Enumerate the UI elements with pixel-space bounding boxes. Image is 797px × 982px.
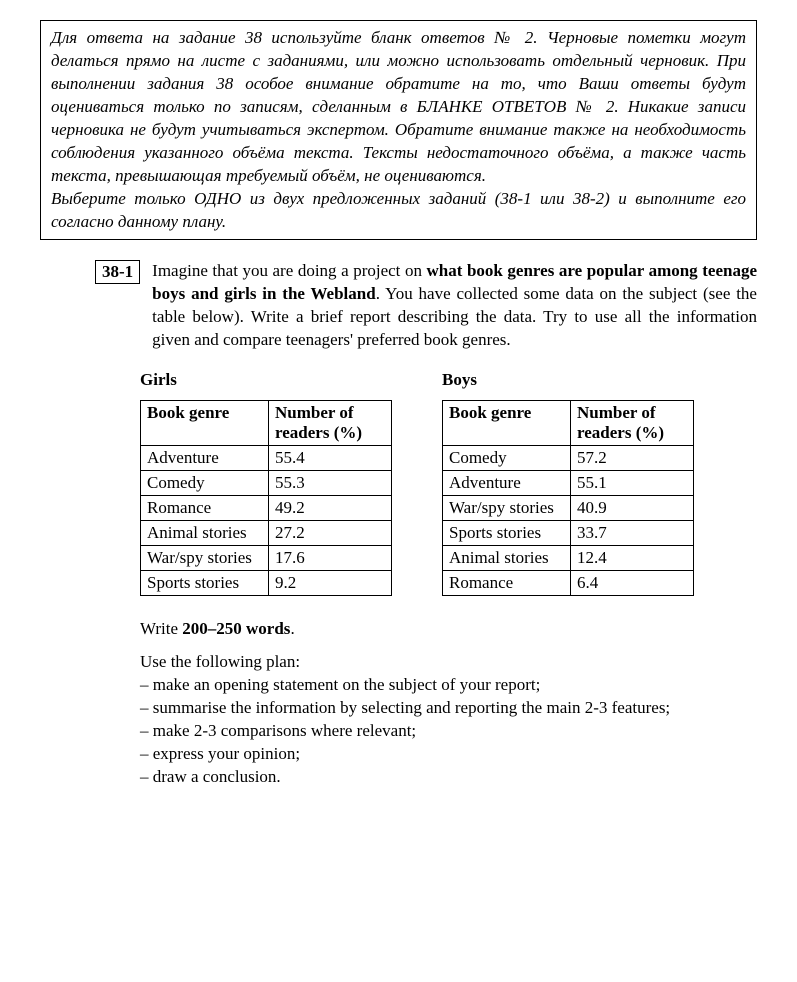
cell-val: 9.2 bbox=[269, 571, 392, 596]
boys-block: Boys Book genre Number of readers (%) Co… bbox=[442, 370, 694, 596]
cell-val: 55.4 bbox=[269, 446, 392, 471]
boys-table: Book genre Number of readers (%) Comedy5… bbox=[442, 400, 694, 596]
table-header-row: Book genre Number of readers (%) bbox=[443, 401, 694, 446]
table-row: Animal stories27.2 bbox=[141, 521, 392, 546]
girls-title: Girls bbox=[140, 370, 392, 390]
table-header-row: Book genre Number of readers (%) bbox=[141, 401, 392, 446]
table-row: Sports stories9.2 bbox=[141, 571, 392, 596]
task-lead: Imagine that you are doing a project on bbox=[152, 261, 426, 280]
col-num-l1: Number of bbox=[577, 403, 656, 422]
cell-genre: Adventure bbox=[443, 471, 571, 496]
plan-item: – express your opinion; bbox=[140, 743, 757, 766]
write-bold: 200–250 words bbox=[182, 619, 290, 638]
col-num-header: Number of readers (%) bbox=[571, 401, 694, 446]
cell-val: 33.7 bbox=[571, 521, 694, 546]
cell-genre: Adventure bbox=[141, 446, 269, 471]
girls-block: Girls Book genre Number of readers (%) A… bbox=[140, 370, 392, 596]
cell-val: 49.2 bbox=[269, 496, 392, 521]
cell-val: 6.4 bbox=[571, 571, 694, 596]
cell-genre: Comedy bbox=[443, 446, 571, 471]
plan-block: Use the following plan: – make an openin… bbox=[140, 651, 757, 789]
task-row: 38-1 Imagine that you are doing a projec… bbox=[95, 260, 757, 352]
cell-genre: Animal stories bbox=[141, 521, 269, 546]
plan-item: – make 2-3 comparisons where relevant; bbox=[140, 720, 757, 743]
after-tables: Write 200–250 words. Use the following p… bbox=[140, 618, 757, 789]
table-row: Animal stories12.4 bbox=[443, 546, 694, 571]
cell-genre: War/spy stories bbox=[141, 546, 269, 571]
boys-title: Boys bbox=[442, 370, 694, 390]
task-text: Imagine that you are doing a project on … bbox=[152, 260, 757, 352]
cell-genre: Animal stories bbox=[443, 546, 571, 571]
girls-table: Book genre Number of readers (%) Adventu… bbox=[140, 400, 392, 596]
write-post: . bbox=[290, 619, 294, 638]
plan-item: – summarise the information by selecting… bbox=[140, 697, 757, 720]
col-num-l1: Number of bbox=[275, 403, 354, 422]
table-row: War/spy stories17.6 bbox=[141, 546, 392, 571]
table-row: Romance49.2 bbox=[141, 496, 392, 521]
table-row: Romance6.4 bbox=[443, 571, 694, 596]
table-row: Sports stories33.7 bbox=[443, 521, 694, 546]
task-number: 38-1 bbox=[95, 260, 140, 284]
cell-genre: Romance bbox=[443, 571, 571, 596]
cell-val: 17.6 bbox=[269, 546, 392, 571]
table-row: Adventure55.4 bbox=[141, 446, 392, 471]
col-genre-header: Book genre bbox=[443, 401, 571, 446]
cell-val: 55.1 bbox=[571, 471, 694, 496]
col-num-header: Number of readers (%) bbox=[269, 401, 392, 446]
cell-val: 27.2 bbox=[269, 521, 392, 546]
plan-item: – draw a conclusion. bbox=[140, 766, 757, 789]
tables-wrap: Girls Book genre Number of readers (%) A… bbox=[140, 370, 757, 596]
instruction-box: Для ответа на задание 38 используйте бла… bbox=[40, 20, 757, 240]
table-row: Adventure55.1 bbox=[443, 471, 694, 496]
col-genre-header: Book genre bbox=[141, 401, 269, 446]
plan-item: – make an opening statement on the subje… bbox=[140, 674, 757, 697]
plan-intro: Use the following plan: bbox=[140, 651, 757, 674]
col-num-l2: readers (%) bbox=[275, 423, 362, 442]
cell-val: 57.2 bbox=[571, 446, 694, 471]
write-line: Write 200–250 words. bbox=[140, 618, 757, 641]
cell-genre: Sports stories bbox=[443, 521, 571, 546]
cell-genre: Sports stories bbox=[141, 571, 269, 596]
table-row: Comedy55.3 bbox=[141, 471, 392, 496]
cell-val: 55.3 bbox=[269, 471, 392, 496]
table-row: Comedy57.2 bbox=[443, 446, 694, 471]
cell-val: 12.4 bbox=[571, 546, 694, 571]
cell-genre: Comedy bbox=[141, 471, 269, 496]
cell-val: 40.9 bbox=[571, 496, 694, 521]
table-row: War/spy stories40.9 bbox=[443, 496, 694, 521]
instruction-p1: Для ответа на задание 38 используйте бла… bbox=[51, 28, 746, 185]
cell-genre: Romance bbox=[141, 496, 269, 521]
write-pre: Write bbox=[140, 619, 182, 638]
col-num-l2: readers (%) bbox=[577, 423, 664, 442]
cell-genre: War/spy stories bbox=[443, 496, 571, 521]
instruction-p2: Выберите только ОДНО из двух предложенны… bbox=[51, 189, 746, 231]
